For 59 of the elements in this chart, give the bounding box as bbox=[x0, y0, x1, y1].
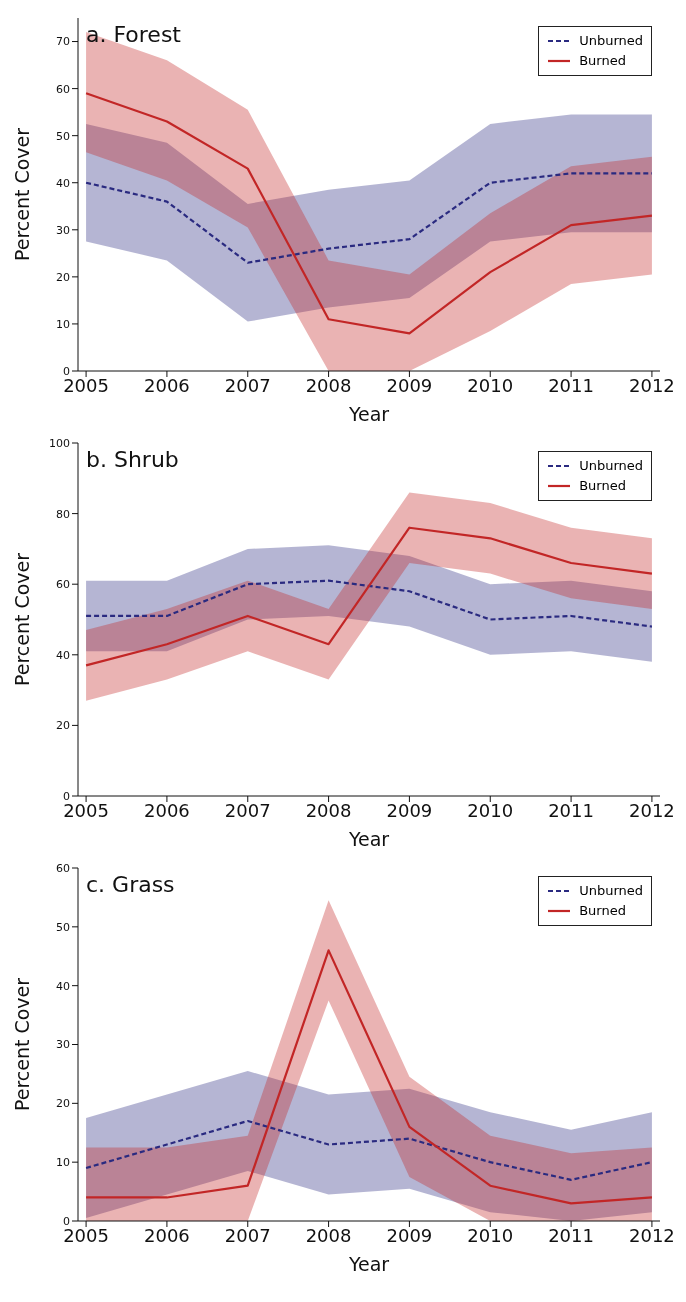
x-tick-label: 2008 bbox=[305, 374, 352, 396]
x-tick-label: 2011 bbox=[548, 1224, 594, 1246]
legend-label: Unburned bbox=[579, 882, 643, 900]
x-tick-label: 2010 bbox=[467, 799, 514, 821]
x-tick-label: 2009 bbox=[386, 1224, 433, 1246]
y-tick-label: 50 bbox=[56, 129, 70, 143]
line-series bbox=[84, 172, 654, 264]
legend-label: Burned bbox=[579, 902, 626, 920]
x-tick-label: 2007 bbox=[224, 1224, 271, 1246]
x-tick-label: 2012 bbox=[629, 1224, 675, 1246]
legend-label: Unburned bbox=[579, 457, 643, 475]
y-tick-label: 40 bbox=[56, 648, 70, 662]
x-tick-label: 2010 bbox=[467, 1224, 514, 1246]
x-tick-label: 2008 bbox=[305, 1224, 352, 1246]
y-tick-label: 20 bbox=[56, 1097, 70, 1111]
y-tick-label: 30 bbox=[56, 1038, 70, 1052]
line-series bbox=[84, 92, 654, 335]
y-tick-label: 20 bbox=[56, 719, 70, 733]
y-tick-label: 50 bbox=[56, 920, 70, 934]
x-axis-title: Year bbox=[347, 403, 390, 425]
legend-label: Unburned bbox=[579, 32, 643, 50]
y-tick-label: 80 bbox=[56, 507, 70, 521]
line-series bbox=[84, 949, 654, 1205]
x-tick-label: 2006 bbox=[144, 1224, 190, 1246]
y-axis-title: Percent Cover bbox=[10, 552, 33, 687]
y-tick-label: 100 bbox=[49, 436, 70, 450]
y-tick-label: 70 bbox=[56, 35, 70, 49]
line-series bbox=[84, 579, 654, 628]
y-tick-label: 60 bbox=[56, 82, 70, 96]
y-tick-label: 10 bbox=[56, 1156, 70, 1170]
y-tick-label: 40 bbox=[56, 176, 70, 190]
x-tick-label: 2012 bbox=[629, 374, 675, 396]
x-tick-label: 2008 bbox=[305, 799, 352, 821]
y-tick-label: 40 bbox=[56, 979, 70, 993]
x-tick-label: 2009 bbox=[386, 799, 433, 821]
y-tick-label: 10 bbox=[56, 317, 70, 331]
legend-label: Burned bbox=[579, 477, 626, 495]
x-tick-label: 2010 bbox=[467, 374, 514, 396]
y-tick-label: 30 bbox=[56, 223, 70, 237]
x-tick-label: 2006 bbox=[144, 374, 190, 396]
x-tick-label: 2011 bbox=[548, 374, 594, 396]
x-tick-label: 2007 bbox=[224, 799, 271, 821]
x-tick-label: 2009 bbox=[386, 374, 433, 396]
y-tick-label: 60 bbox=[56, 578, 70, 592]
chart-title: b. Shrub bbox=[86, 447, 179, 472]
chart-title: a. Forest bbox=[86, 22, 181, 47]
legend-label: Burned bbox=[579, 52, 626, 70]
y-axis-title: Percent Cover bbox=[10, 977, 33, 1112]
x-axis-title: Year bbox=[347, 1253, 390, 1275]
x-axis-title: Year bbox=[347, 828, 390, 850]
chart-title: c. Grass bbox=[86, 872, 175, 897]
line-series bbox=[84, 526, 654, 667]
x-tick-label: 2007 bbox=[224, 374, 271, 396]
x-tick-label: 2011 bbox=[548, 799, 594, 821]
y-tick-label: 20 bbox=[56, 270, 70, 284]
y-tick-label: 60 bbox=[56, 861, 70, 875]
x-tick-label: 2012 bbox=[629, 799, 675, 821]
x-tick-label: 2006 bbox=[144, 799, 190, 821]
y-axis-title: Percent Cover bbox=[10, 127, 33, 262]
